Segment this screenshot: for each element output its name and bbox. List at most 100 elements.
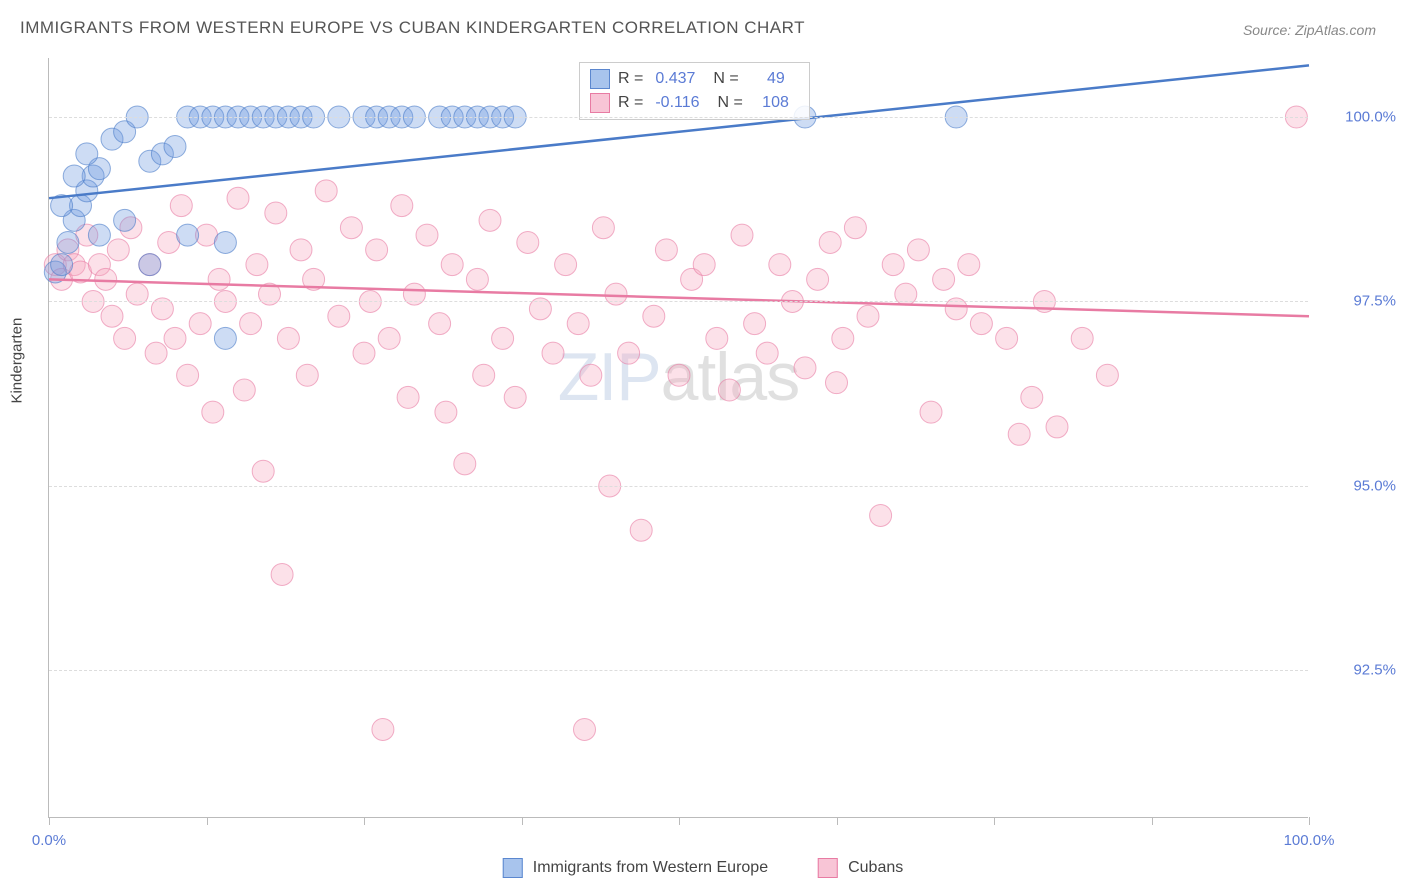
legend-r-label: R = (618, 91, 643, 115)
scatter-point (170, 195, 192, 217)
scatter-point (114, 209, 136, 231)
scatter-point (88, 224, 110, 246)
scatter-point (145, 342, 167, 364)
gridline (49, 670, 1308, 671)
scatter-point (76, 143, 98, 165)
scatter-point (693, 254, 715, 276)
scatter-point (290, 239, 312, 261)
scatter-point (277, 327, 299, 349)
bottom-legend-label: Immigrants from Western Europe (533, 859, 768, 877)
scatter-point (473, 364, 495, 386)
bottom-legend-label: Cubans (848, 859, 903, 877)
scatter-point (435, 401, 457, 423)
scatter-point (592, 217, 614, 239)
scatter-point (996, 327, 1018, 349)
x-tick (679, 817, 680, 825)
scatter-point (643, 305, 665, 327)
scatter-point (51, 254, 73, 276)
scatter-point (429, 313, 451, 335)
x-tick (522, 817, 523, 825)
scatter-point (416, 224, 438, 246)
chart-title: IMMIGRANTS FROM WESTERN EUROPE VS CUBAN … (20, 18, 805, 38)
stats-legend: R = 0.437 N = 49R = -0.116 N = 108 (579, 62, 810, 120)
legend-swatch (590, 69, 610, 89)
scatter-point (340, 217, 362, 239)
scatter-point (164, 136, 186, 158)
scatter-point (1021, 386, 1043, 408)
scatter-point (933, 268, 955, 290)
bottom-legend-item: Immigrants from Western Europe (503, 858, 768, 878)
legend-r-value: 0.437 (655, 67, 695, 91)
scatter-point (214, 327, 236, 349)
legend-n-label: N = (718, 91, 743, 115)
scatter-point (353, 342, 375, 364)
scatter-point (718, 379, 740, 401)
y-tick-label: 95.0% (1353, 477, 1396, 494)
bottom-legend-item: Cubans (818, 858, 903, 878)
scatter-point (844, 217, 866, 239)
scatter-point (441, 254, 463, 276)
scatter-point (630, 519, 652, 541)
scatter-point (271, 564, 293, 586)
legend-n-value: 49 (751, 67, 785, 91)
scatter-point (542, 342, 564, 364)
scatter-point (857, 305, 879, 327)
source-attribution: Source: ZipAtlas.com (1243, 22, 1376, 38)
scatter-point (246, 254, 268, 276)
scatter-point (240, 313, 262, 335)
scatter-point (832, 327, 854, 349)
scatter-point (63, 165, 85, 187)
y-axis-label: Kindergarten (9, 317, 26, 403)
scatter-point (1096, 364, 1118, 386)
gridline (49, 301, 1308, 302)
stats-legend-row: R = -0.116 N = 108 (590, 91, 799, 115)
scatter-point (202, 401, 224, 423)
gridline (49, 486, 1308, 487)
legend-r-value: -0.116 (655, 91, 699, 115)
legend-n-value: 108 (755, 91, 789, 115)
scatter-point (794, 357, 816, 379)
bottom-legend: Immigrants from Western Europe Cubans (503, 858, 904, 878)
scatter-point (378, 327, 400, 349)
x-tick-label: 100.0% (1284, 832, 1335, 849)
scatter-point (296, 364, 318, 386)
scatter-point (454, 453, 476, 475)
scatter-point (580, 364, 602, 386)
y-tick-label: 100.0% (1345, 109, 1396, 126)
scatter-point (214, 231, 236, 253)
x-tick (207, 817, 208, 825)
scatter-point (574, 718, 596, 740)
scatter-point (177, 224, 199, 246)
scatter-point (907, 239, 929, 261)
scatter-point (819, 231, 841, 253)
x-tick (1152, 817, 1153, 825)
scatter-point (567, 313, 589, 335)
legend-swatch (590, 93, 610, 113)
scatter-point (107, 239, 129, 261)
scatter-point (164, 327, 186, 349)
x-tick-label: 0.0% (32, 832, 66, 849)
scatter-point (807, 268, 829, 290)
scatter-point (466, 268, 488, 290)
chart-svg (49, 58, 1308, 817)
scatter-point (958, 254, 980, 276)
scatter-point (769, 254, 791, 276)
gridline (49, 117, 1308, 118)
scatter-point (731, 224, 753, 246)
scatter-point (57, 231, 79, 253)
scatter-point (208, 268, 230, 290)
scatter-point (328, 305, 350, 327)
x-tick (364, 817, 365, 825)
scatter-point (492, 327, 514, 349)
scatter-point (233, 379, 255, 401)
scatter-point (397, 386, 419, 408)
x-tick (49, 817, 50, 825)
scatter-point (618, 342, 640, 364)
scatter-point (1071, 327, 1093, 349)
trend-line (49, 279, 1309, 316)
scatter-point (1046, 416, 1068, 438)
scatter-point (479, 209, 501, 231)
scatter-point (668, 364, 690, 386)
scatter-point (920, 401, 942, 423)
legend-swatch (818, 858, 838, 878)
